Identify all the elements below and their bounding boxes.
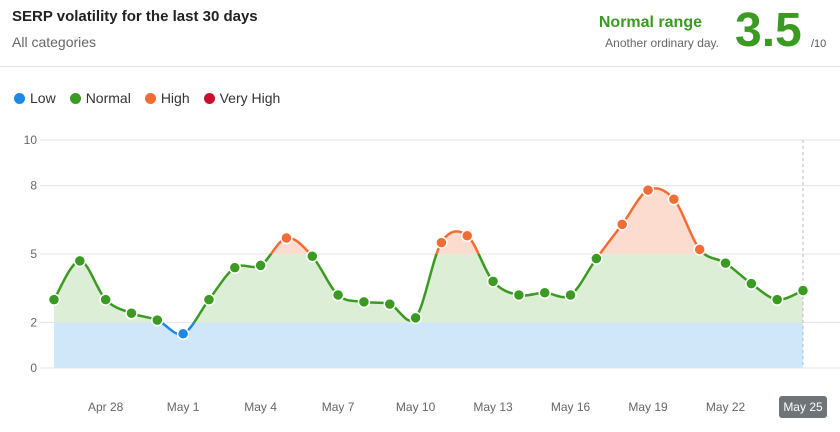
band-fill-high (54, 188, 803, 254)
data-point (331, 288, 345, 302)
range-label: Normal range (598, 14, 702, 31)
x-tick-label: May 7 (322, 400, 355, 414)
x-tick-label: May 22 (706, 400, 746, 414)
data-point (615, 218, 629, 231)
band-fill-very-high (54, 140, 803, 186)
data-point (99, 293, 112, 306)
volatility-chart: 0 2 5 8 10 Apr 28 May 1 May 4 May 7 May 10 May 13 M… (24, 133, 840, 418)
volatility-score: 3.5 (735, 4, 802, 57)
legend-dot-low (14, 92, 25, 104)
data-point (667, 193, 681, 206)
data-point (151, 313, 164, 327)
data-point (693, 243, 706, 256)
data-point (202, 293, 216, 306)
data-point (409, 311, 422, 325)
x-tick-label: May 16 (551, 400, 591, 414)
x-tick-label: May 4 (244, 400, 277, 414)
legend-dot-high (144, 92, 156, 104)
data-point (796, 284, 810, 297)
legend: Low Normal High Very High (14, 90, 280, 106)
data-point (125, 307, 138, 320)
y-tick-label: 2 (30, 315, 37, 329)
legend-item-normal[interactable]: Normal (69, 90, 131, 106)
y-tick-label: 0 (30, 361, 37, 375)
data-point (512, 288, 526, 302)
data-point (435, 236, 448, 249)
y-tick-label: 5 (30, 247, 37, 261)
data-point (176, 327, 190, 341)
category-filter[interactable]: All categories (12, 34, 97, 50)
legend-label-low: Low (30, 90, 56, 106)
data-point (73, 254, 87, 268)
x-tick-label: May 13 (473, 400, 513, 414)
data-point (770, 293, 784, 306)
score-max: /10 (811, 38, 827, 50)
data-point (280, 231, 293, 245)
x-tick-label: May 25 (783, 400, 823, 414)
legend-item-low[interactable]: Low (14, 90, 56, 106)
legend-dot-very-high (203, 92, 215, 104)
data-point (383, 297, 397, 311)
chart-title: SERP volatility for the last 30 days (12, 8, 258, 25)
series-line-normal (52, 254, 805, 323)
x-tick-label: May 19 (628, 400, 668, 414)
range-description: Another ordinary day. (605, 36, 719, 50)
data-point (641, 183, 655, 197)
chart-header: SERP volatility for the last 30 days All… (0, 0, 840, 67)
y-tick-label: 10 (24, 133, 38, 147)
x-tick-label: Apr 28 (88, 400, 124, 414)
legend-dot-normal (69, 92, 81, 104)
x-tick-label: May 1 (167, 400, 200, 414)
data-point (719, 256, 732, 270)
data-point (590, 252, 603, 265)
band-fill-normal (54, 254, 803, 323)
data-point (47, 293, 61, 306)
legend-item-very-high[interactable]: Very High (203, 90, 281, 106)
x-tick-label: May 10 (396, 400, 436, 414)
data-point (538, 286, 551, 300)
data-point (254, 259, 267, 272)
band-fill-low (54, 322, 803, 368)
data-point (486, 275, 500, 288)
data-point (460, 229, 474, 243)
data-point (564, 288, 577, 302)
legend-label-normal: Normal (85, 90, 131, 106)
legend-item-high[interactable]: High (144, 90, 190, 106)
data-point (306, 250, 319, 263)
data-point (745, 277, 758, 290)
legend-label-high: High (160, 90, 190, 106)
data-point (228, 261, 242, 274)
x-tick-badge (779, 396, 827, 418)
data-point (357, 295, 371, 309)
y-tick-label: 8 (30, 179, 37, 193)
legend-label-very-high: Very High (219, 90, 281, 106)
